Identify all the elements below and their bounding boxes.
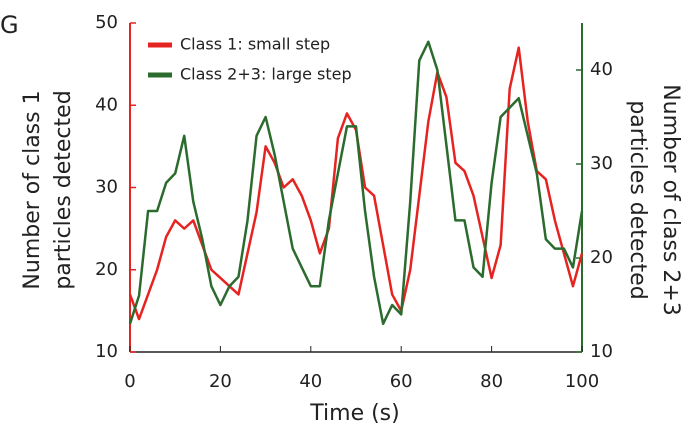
x-tick-label: 100 (565, 371, 599, 392)
y2-axis-label: Number of class 2+3 (658, 84, 683, 316)
y-tick-label: 20 (95, 259, 118, 280)
panel-label: G (0, 11, 19, 39)
y2-axis-label: particles detected (625, 100, 650, 299)
data-line (128, 40, 584, 326)
y2-tick-label: 10 (590, 341, 613, 362)
y-tick-label: 40 (95, 94, 118, 115)
legend-label: Class 2+3: large step (180, 65, 352, 84)
y-axis-label: Number of class 1 (20, 90, 45, 289)
x-tick-label: 60 (390, 371, 413, 392)
y2-tick-label: 30 (590, 153, 613, 174)
x-tick-label: 40 (299, 371, 322, 392)
legend-label: Class 1: small step (180, 35, 330, 54)
data-line (128, 46, 584, 321)
x-tick-label: 20 (209, 371, 232, 392)
y-axis-label: particles detected (51, 90, 76, 289)
y-tick-label: 30 (95, 177, 118, 198)
x-tick-label: 0 (124, 371, 135, 392)
x-axis-label: Time (s) (309, 401, 399, 426)
y-tick-label: 10 (95, 341, 118, 362)
x-tick-label: 80 (480, 371, 503, 392)
y-tick-label: 50 (95, 12, 118, 33)
y2-tick-label: 40 (590, 59, 613, 80)
y2-tick-label: 20 (590, 247, 613, 268)
